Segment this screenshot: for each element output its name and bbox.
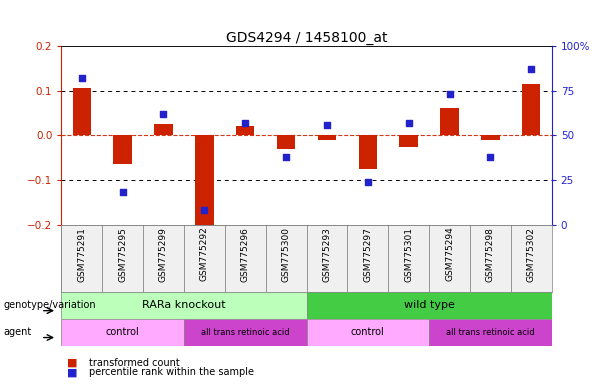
Text: GSM775300: GSM775300 <box>281 227 291 281</box>
Point <box>199 207 209 214</box>
Bar <box>225 225 265 292</box>
Bar <box>61 225 102 292</box>
Bar <box>184 319 306 346</box>
Text: percentile rank within the sample: percentile rank within the sample <box>89 367 254 377</box>
Text: GSM775293: GSM775293 <box>322 227 332 281</box>
Bar <box>72 88 91 136</box>
Point <box>485 154 495 160</box>
Bar <box>195 136 213 227</box>
Bar <box>306 319 429 346</box>
Text: GSM775295: GSM775295 <box>118 227 127 281</box>
Text: GSM775292: GSM775292 <box>200 227 209 281</box>
Bar <box>236 126 254 136</box>
Text: GSM775302: GSM775302 <box>527 227 536 281</box>
Point <box>77 75 86 81</box>
Bar <box>318 136 336 140</box>
Bar <box>143 225 184 292</box>
Point <box>240 120 250 126</box>
Text: ■: ■ <box>67 367 78 377</box>
Text: transformed count: transformed count <box>89 358 180 368</box>
Bar <box>154 124 173 136</box>
Bar <box>359 136 377 169</box>
Text: control: control <box>351 327 385 337</box>
Text: control: control <box>105 327 140 337</box>
Point <box>118 189 128 195</box>
Point <box>363 179 373 185</box>
Point <box>322 122 332 128</box>
Bar <box>306 225 348 292</box>
Point <box>527 66 536 72</box>
Bar <box>429 225 470 292</box>
Text: GSM775298: GSM775298 <box>486 227 495 281</box>
Bar <box>61 292 306 319</box>
Text: ■: ■ <box>67 358 78 368</box>
Bar <box>113 136 132 164</box>
Bar <box>511 225 552 292</box>
Bar <box>400 136 418 147</box>
Text: GSM775297: GSM775297 <box>364 227 372 281</box>
Text: GSM775296: GSM775296 <box>241 227 249 281</box>
Text: GSM775299: GSM775299 <box>159 227 168 281</box>
Point <box>281 154 291 160</box>
Point <box>444 91 454 98</box>
Title: GDS4294 / 1458100_at: GDS4294 / 1458100_at <box>226 31 387 45</box>
Bar <box>470 225 511 292</box>
Text: wild type: wild type <box>404 300 454 310</box>
Bar <box>388 225 429 292</box>
Bar <box>265 225 306 292</box>
Text: RARa knockout: RARa knockout <box>142 300 226 310</box>
Bar <box>306 292 552 319</box>
Text: genotype/variation: genotype/variation <box>3 300 96 310</box>
Point <box>404 120 414 126</box>
Text: GSM775291: GSM775291 <box>77 227 86 281</box>
Bar <box>429 319 552 346</box>
Bar <box>348 225 388 292</box>
Bar <box>522 84 541 136</box>
Bar <box>102 225 143 292</box>
Bar <box>277 136 295 149</box>
Text: agent: agent <box>3 327 31 337</box>
Bar <box>184 225 225 292</box>
Point <box>159 111 169 117</box>
Bar <box>481 136 500 140</box>
Bar <box>440 108 459 136</box>
Text: all trans retinoic acid: all trans retinoic acid <box>201 328 289 337</box>
Text: GSM775294: GSM775294 <box>445 227 454 281</box>
Text: GSM775301: GSM775301 <box>404 227 413 281</box>
Bar <box>61 319 184 346</box>
Text: all trans retinoic acid: all trans retinoic acid <box>446 328 535 337</box>
